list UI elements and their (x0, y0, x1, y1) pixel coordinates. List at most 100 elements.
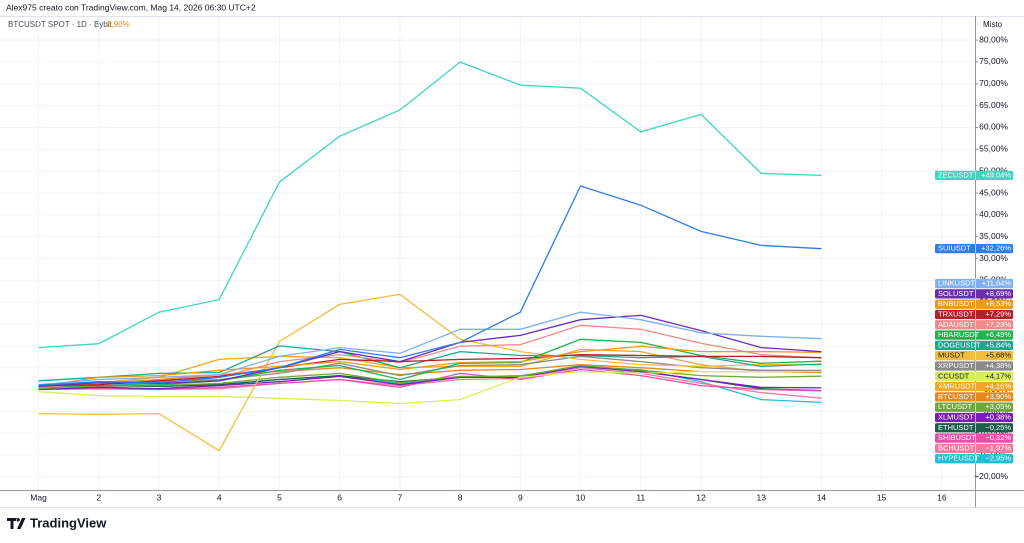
legend-entry: ETHUSDT (938, 423, 974, 432)
series-line (38, 314, 822, 388)
symbol-info: BTCUSDT SPOT · 1D · Bybit (8, 20, 113, 29)
legend-entry: LTCUSDT (938, 402, 972, 411)
x-tick-label: 13 (756, 492, 766, 502)
series-label-box (935, 351, 1013, 361)
x-tick-label: 8 (458, 492, 463, 502)
series-last-value: +4,16% (985, 382, 1011, 391)
x-tick-label: 16 (937, 492, 947, 502)
x-tick-label: 7 (398, 492, 403, 502)
x-tick-label: 14 (817, 492, 827, 502)
series-label-box (935, 433, 1013, 443)
series-label-box (935, 402, 1013, 412)
series-label-box (935, 309, 1013, 320)
series-line (38, 345, 822, 388)
logo-mark (7, 518, 26, 529)
series-line (38, 311, 822, 386)
legend-entry: SOLUSDT (938, 289, 974, 298)
series-line (38, 293, 822, 452)
legend-entry: ZECUSDT (938, 170, 974, 179)
series-last-value: +4,38% (985, 361, 1011, 370)
series-last-value: +3,90% (985, 392, 1011, 401)
x-tick-label: 6 (337, 492, 342, 502)
series-last-value: +4,17% (985, 371, 1011, 380)
series-label-box (935, 454, 1013, 464)
x-tick-label: 11 (636, 492, 645, 502)
series-last-value: +32,26% (981, 244, 1011, 253)
series-line (38, 365, 822, 391)
legend-entry: HYPEUSDT (938, 454, 979, 463)
y-tick-label: 55,00% (979, 144, 1008, 154)
series-label-box (935, 278, 1013, 289)
series-last-value: +49,04% (981, 170, 1011, 179)
series-last-value: +11,64% (982, 279, 1012, 288)
series-label-box (935, 412, 1013, 423)
series-line (38, 364, 822, 388)
series-label-box (935, 340, 1013, 351)
series-line (38, 370, 822, 405)
legend-entry: HBARUSDT (938, 330, 980, 339)
series-last-value: +8,53% (985, 299, 1011, 308)
series-line (38, 61, 822, 349)
legend-entry: BCHUSDT (938, 443, 975, 452)
legend-entry: TRXUSDT (938, 309, 974, 318)
series-label-box (935, 289, 1013, 299)
x-tick-label: Mag (30, 492, 47, 502)
y-tick-label: −10,00% (974, 427, 1008, 437)
series-line (38, 185, 822, 386)
y-tick-label: 75,00% (979, 56, 1008, 66)
series-label-box (935, 381, 1013, 392)
series-labels: ZECUSDT +49,04% SUIUSDT +32,26% LINKUSDT +11,… (935, 170, 1013, 464)
series-label-box (935, 371, 1013, 381)
series-label-box (935, 299, 1013, 309)
legend-entry: BTCUSDT (938, 392, 974, 401)
series-label-box (935, 320, 1013, 330)
y-tick-label: 40,00% (979, 209, 1008, 219)
legend-entry: XMRUSDT (938, 382, 976, 391)
x-tick-label: 10 (576, 492, 586, 502)
y-tick-label: 35,00% (979, 231, 1008, 241)
series-line (38, 338, 822, 388)
series-last-value: +7,23% (985, 320, 1011, 329)
y-tick-label: 70,00% (979, 78, 1008, 88)
legend-entry: SHIBUSDT (938, 433, 976, 442)
series-last-value: −1,97% (985, 443, 1011, 452)
legend-entry: DOGEUSDT (938, 340, 981, 349)
legend-entry: ADAUSDT (938, 320, 974, 329)
author-line: Alex975 creato con TradingView.com, Mag … (6, 2, 256, 12)
series-label-box (935, 330, 1013, 340)
series-label-box (935, 361, 1013, 371)
series-last-value: +0,38% (985, 412, 1011, 421)
legend-entry: LINKUSDT (938, 279, 976, 288)
y-tick-label: 45,00% (979, 187, 1008, 197)
series-last-value: +7,29% (985, 309, 1011, 318)
legend-entry: MUSDT (938, 351, 965, 360)
scale-mode: Misto (983, 20, 1003, 29)
series-last-value: −2,95% (985, 454, 1011, 463)
brand-name: TradingView (30, 515, 107, 530)
series-last-value: +3,05% (985, 402, 1011, 411)
x-tick-label: 2 (96, 492, 101, 502)
x-tick-label: 12 (696, 492, 706, 502)
symbol-change: 3,90% (107, 20, 130, 29)
legend-entry: XRPUSDT (938, 361, 974, 370)
x-tick-label: 5 (277, 492, 282, 502)
x-tick-label: 4 (217, 492, 222, 502)
series-last-value: +5,84% (985, 340, 1011, 349)
legend-entry: BNBUSDT (938, 299, 974, 308)
y-tick-label: 50,00% (979, 165, 1008, 175)
logo: TradingView (7, 515, 107, 530)
series-label-box (935, 423, 1013, 433)
legend-entry: SUIUSDT (938, 244, 971, 253)
series-last-value: +8,69% (985, 289, 1011, 298)
x-tick-label: 9 (518, 492, 523, 502)
x-tick-label: 15 (877, 492, 887, 502)
y-tick-label: 65,00% (979, 100, 1008, 110)
series-line (38, 353, 822, 387)
series-label-box (935, 244, 1013, 254)
y-tick-label: 30,00% (979, 253, 1008, 263)
legend-entry: CCUSDT (938, 371, 970, 380)
y-tick-label: 60,00% (979, 122, 1008, 132)
series-last-value: +6,49% (985, 330, 1011, 339)
